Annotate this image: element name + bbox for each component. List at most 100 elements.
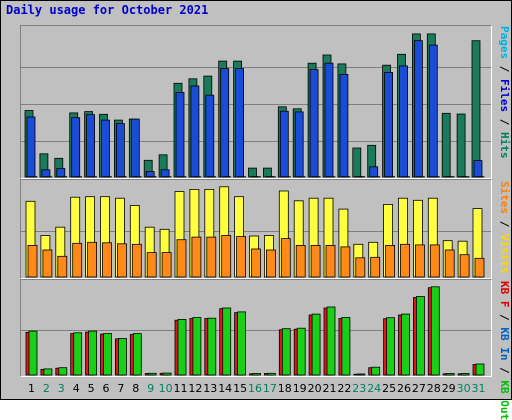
day-label: 9 <box>147 382 154 395</box>
kb-out-bar <box>431 287 439 375</box>
kb-out-bar <box>387 318 395 375</box>
kb-out-bar <box>357 374 365 375</box>
kb-out-bar <box>133 334 141 375</box>
files-bar <box>474 161 482 177</box>
kbytes-legend: KB F / KB In / KB Out <box>498 281 511 420</box>
day-label: 22 <box>337 382 351 395</box>
day-label: 2 <box>43 382 50 395</box>
kb-out-bar <box>312 314 320 375</box>
sites-bar <box>415 245 424 277</box>
kb-out-bar <box>297 328 305 375</box>
kbytes-legend-item: KB In <box>498 327 511 360</box>
sites-bar <box>147 253 156 277</box>
hits-legend: Pages / Files / Hits <box>498 26 511 159</box>
sites-bar <box>266 250 275 277</box>
files-bar <box>57 169 65 178</box>
kb-out-bar <box>118 338 126 375</box>
day-label: 18 <box>278 382 292 395</box>
files-bar <box>42 170 50 177</box>
visits-legend-item: Sites <box>498 181 511 214</box>
sites-bar <box>341 247 350 277</box>
visits-chart <box>21 180 491 278</box>
sites-bar <box>252 249 261 277</box>
kb-out-bar <box>267 373 275 375</box>
day-label: 5 <box>88 382 95 395</box>
kbytes-legend-item: KB F <box>498 281 511 308</box>
sites-bar <box>326 245 335 277</box>
day-label: 4 <box>73 382 80 395</box>
day-label: 20 <box>308 382 322 395</box>
day-label: 17 <box>263 382 277 395</box>
kbytes-chart <box>21 280 491 376</box>
files-bar <box>280 111 288 177</box>
sites-bar <box>222 236 231 278</box>
hits-panel <box>20 25 492 179</box>
sites-bar <box>88 242 97 277</box>
files-bar <box>310 70 318 177</box>
sites-bar <box>311 245 320 277</box>
kb-out-bar <box>44 369 52 375</box>
day-label: 23 <box>352 382 366 395</box>
sites-bar <box>162 253 171 277</box>
files-bar <box>325 63 333 177</box>
kb-out-bar <box>193 318 201 376</box>
kb-out-bar <box>446 374 454 376</box>
files-bar <box>414 41 422 177</box>
day-label: 14 <box>218 382 232 395</box>
day-label: 3 <box>58 382 65 395</box>
sites-bar <box>460 255 469 277</box>
files-bar <box>72 118 80 177</box>
files-bar <box>87 115 95 177</box>
hits-legend-item: / <box>498 112 511 132</box>
sites-bar <box>237 237 246 277</box>
day-label: 6 <box>103 382 110 395</box>
files-bar <box>102 120 110 177</box>
kb-out-bar <box>163 373 171 375</box>
kb-out-bar <box>342 318 350 376</box>
visits-legend-item: / <box>498 214 511 234</box>
day-label: 25 <box>382 382 396 395</box>
day-label: 12 <box>188 382 202 395</box>
hits-bar <box>353 148 361 177</box>
kb-out-bar <box>282 329 290 375</box>
day-label: 30 <box>457 382 471 395</box>
files-bar <box>161 170 169 177</box>
hits-bar <box>442 113 450 177</box>
sites-bar <box>430 245 439 277</box>
sites-bar <box>475 258 484 277</box>
sites-bar <box>207 237 216 277</box>
files-bar <box>27 117 35 177</box>
kb-out-bar <box>416 297 424 376</box>
sites-bar <box>73 243 82 277</box>
kb-out-bar <box>104 334 112 375</box>
day-label: 27 <box>412 382 426 395</box>
hits-bar <box>457 114 465 177</box>
kb-out-bar <box>59 368 67 375</box>
hits-bar <box>263 168 271 177</box>
hits-chart <box>21 26 491 178</box>
day-label: 29 <box>442 382 456 395</box>
files-bar <box>206 95 214 177</box>
visits-legend: Sites / Visits <box>498 181 511 274</box>
day-label: 1 <box>28 382 35 395</box>
sites-bar <box>177 240 186 277</box>
hits-bar <box>472 41 480 177</box>
sites-bar <box>386 245 395 277</box>
files-bar <box>340 74 348 177</box>
files-bar <box>236 69 244 177</box>
files-bar <box>116 124 124 178</box>
day-label: 19 <box>293 382 307 395</box>
hits-legend-item: Files <box>498 79 511 112</box>
day-label: 11 <box>174 382 188 395</box>
kb-out-bar <box>253 374 261 376</box>
visits-panel <box>20 179 492 279</box>
sites-bar <box>401 244 410 277</box>
kb-out-bar <box>148 373 156 375</box>
hits-legend-item: Hits <box>498 132 511 159</box>
files-bar <box>191 86 199 177</box>
files-bar <box>429 45 437 177</box>
kb-out-bar <box>208 318 216 375</box>
day-label: 7 <box>117 382 124 395</box>
files-bar <box>370 167 378 177</box>
